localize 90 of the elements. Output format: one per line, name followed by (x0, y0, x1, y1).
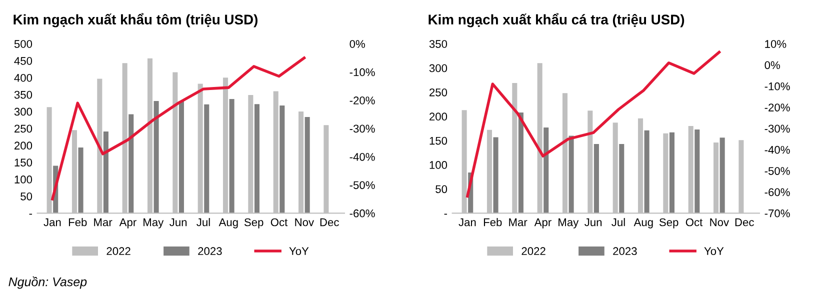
legend-label: YoY (704, 247, 724, 256)
x-tick-label: Mar (509, 218, 528, 226)
bar (594, 144, 599, 214)
y-tick-label: 150 (14, 158, 32, 166)
x-tick-label: Feb (68, 218, 87, 226)
x-tick-label: Mar (94, 218, 112, 226)
bar (254, 104, 260, 214)
legend-label: 2023 (613, 247, 637, 256)
x-tick-label: May (558, 218, 579, 228)
legend-label: 2023 (198, 247, 222, 256)
y-tick-label: 350 (429, 40, 448, 48)
y-tick-label: 100 (430, 161, 448, 169)
bar (229, 99, 234, 214)
x-tick-label: Nov (710, 218, 730, 226)
y2-tick-label: 10% (765, 40, 786, 48)
bar (720, 138, 725, 214)
y2-tick-label: -60% (764, 188, 790, 196)
chart-title: Kim ngạch xuất khẩu cá tra (triệu USD) (428, 13, 684, 28)
x-tick-label: Aug (634, 218, 653, 228)
bar (568, 136, 574, 214)
y-tick-label: 100 (14, 176, 32, 184)
x-tick-label: Jun (170, 218, 187, 226)
line-series (466, 50, 721, 198)
bar (103, 132, 108, 214)
bar (78, 147, 84, 214)
bar (493, 137, 498, 214)
x-tick-label: Feb (484, 218, 502, 226)
x-tick-label: Jul (196, 218, 210, 226)
y2-tick-label: 0% (350, 40, 365, 48)
y2-tick-label: -10% (350, 68, 375, 76)
bar (694, 129, 700, 214)
text: Nguồn: Vasep (8, 276, 87, 289)
x-tick-label: Jun (584, 218, 602, 226)
y2-tick-label: -20% (350, 96, 375, 104)
y-tick-label: 250 (14, 124, 32, 133)
chart-title: Kim ngạch xuất khẩu tôm (triệu USD) (14, 13, 258, 28)
x-tick-label: Apr (119, 218, 136, 228)
bar (280, 105, 285, 214)
y2-tick-label: -30% (350, 124, 375, 133)
y-tick-label: 200 (430, 112, 448, 121)
y2-tick-label: -10% (764, 82, 790, 90)
x-tick-label: Sep (244, 218, 264, 228)
bar (128, 114, 134, 214)
bar (669, 132, 674, 214)
y-tick-label: 200 (14, 142, 32, 150)
y2-tick-label: -40% (350, 152, 375, 161)
bar (204, 104, 210, 214)
bar (619, 144, 624, 214)
y-tick-label: 300 (14, 108, 32, 116)
x-tick-label: Aug (218, 218, 238, 228)
y2-tick-label: -50% (764, 167, 790, 175)
y-tick-label: 50 (436, 185, 448, 194)
x-tick-label: Sep (659, 218, 678, 228)
x-tick-label: Jan (458, 218, 476, 226)
legend-label: 2022 (106, 247, 130, 256)
x-tick-label: Apr (534, 218, 552, 228)
x-tick-label: Oct (686, 218, 703, 226)
y-tick-label: 300 (429, 64, 448, 72)
y-tick-label: 150 (430, 136, 448, 145)
x-tick-label: Jan (44, 218, 61, 226)
x-tick-label: Nov (295, 218, 314, 226)
bar (644, 130, 650, 214)
y-tick-label: 450 (14, 57, 32, 65)
legend-label: 2022 (522, 247, 546, 256)
y-tick-label: - (29, 214, 32, 215)
y-tick-label: 250 (430, 88, 448, 96)
x-tick-label: Jul (612, 218, 625, 226)
x-tick-label: Oct (270, 218, 288, 226)
y2-tick-label: -60% (350, 209, 375, 218)
y-tick-label: 350 (14, 90, 32, 99)
bar (178, 101, 184, 214)
y2-tick-label: -50% (350, 181, 375, 190)
bar (518, 112, 524, 214)
y-tick-label: - (444, 214, 447, 215)
x-tick-label: Dec (320, 218, 339, 226)
x-tick-label: Dec (735, 218, 754, 226)
y2-tick-label: -70% (764, 209, 790, 218)
y2-tick-label: -40% (764, 146, 790, 154)
bar (154, 101, 159, 214)
bar (304, 116, 310, 214)
y2-tick-label: -20% (764, 104, 790, 112)
legend-label: YoY (289, 247, 309, 256)
y-tick-label: 500 (14, 40, 32, 48)
y-tick-label: 50 (20, 192, 32, 200)
x-tick-label: May (144, 218, 164, 228)
y2-tick-label: -30% (764, 124, 790, 133)
bar (544, 128, 549, 214)
y-tick-label: 400 (14, 74, 32, 82)
line-series (51, 56, 306, 200)
y2-tick-label: 0% (764, 61, 780, 70)
